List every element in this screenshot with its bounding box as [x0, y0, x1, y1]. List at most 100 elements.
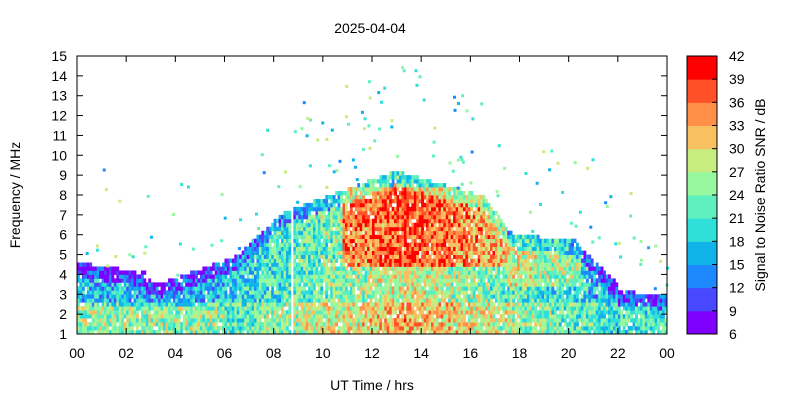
heatmap-cell [145, 294, 149, 299]
heatmap-cell [111, 314, 115, 319]
heatmap-cell [391, 306, 395, 311]
heatmap-cell [101, 322, 105, 327]
heatmap-cell [379, 294, 383, 299]
heatmap-cell [529, 242, 533, 248]
heatmap-cell [340, 195, 343, 200]
heatmap-cell [283, 278, 287, 283]
heatmap-cell [320, 290, 324, 295]
heatmap-cell [502, 254, 506, 259]
heatmap-cell [431, 294, 434, 299]
heatmap-cell [244, 294, 248, 299]
heatmap-cell [91, 278, 95, 283]
heatmap-cell [271, 246, 275, 251]
heatmap-cell [448, 322, 452, 327]
heatmap-cell [374, 246, 378, 251]
heatmap-cell [281, 306, 284, 311]
heatmap-cell [258, 262, 262, 267]
heatmap-cell [440, 234, 444, 240]
heatmap-cell [512, 246, 515, 251]
heatmap-cell [514, 262, 518, 267]
heatmap-cell [362, 262, 366, 267]
heatmap-cell [443, 191, 447, 196]
heatmap-cell [317, 226, 321, 232]
heatmap-cell [192, 318, 196, 323]
heatmap-cell [529, 298, 533, 303]
heatmap-cell [416, 250, 420, 255]
heatmap-cell [313, 274, 316, 279]
heatmap-cell [536, 250, 540, 255]
heatmap-cell [423, 246, 427, 251]
heatmap-cell [406, 282, 410, 287]
heatmap-cell [372, 250, 375, 255]
heatmap-cell [305, 298, 309, 303]
heatmap-cell [94, 322, 98, 327]
heatmap-cell [249, 250, 252, 255]
heatmap-cell [372, 246, 375, 251]
heatmap-cell [490, 222, 493, 228]
heatmap-cell [276, 302, 279, 307]
heatmap-cell [431, 206, 434, 212]
heatmap-cell [480, 274, 484, 279]
heatmap-cell [256, 282, 260, 287]
heatmap-cell [381, 230, 385, 236]
heatmap-cell [271, 254, 275, 259]
heatmap-cell [406, 294, 410, 299]
heatmap-cell [266, 322, 270, 327]
heatmap-cell [544, 330, 547, 335]
heatmap-cell [332, 330, 336, 335]
heatmap-cell [276, 262, 279, 267]
heatmap-cell [490, 230, 493, 236]
heatmap-cell [431, 234, 434, 240]
heatmap-cell [104, 266, 107, 271]
heatmap-cell [384, 238, 388, 244]
heatmap-cell [421, 206, 425, 212]
heatmap-cell [349, 302, 353, 307]
heatmap-cell [89, 330, 93, 335]
heatmap-cell [440, 258, 444, 263]
heatmap-cell [325, 206, 329, 212]
heatmap-cell [325, 274, 329, 279]
heatmap-cell [386, 278, 390, 283]
heatmap-cell [411, 298, 415, 303]
heatmap-cell [133, 330, 137, 335]
heatmap-cell [197, 302, 201, 307]
heatmap-cell [89, 290, 93, 295]
heatmap-cell [342, 318, 346, 323]
heatmap-cell [408, 218, 412, 224]
heatmap-cell [399, 278, 402, 283]
heatmap-cell [300, 326, 304, 331]
heatmap-cell [423, 214, 427, 220]
heatmap-cell [526, 250, 530, 255]
heatmap-cell [268, 230, 272, 236]
heatmap-cell [362, 222, 366, 228]
heatmap-cell [544, 310, 547, 315]
heatmap-cell [403, 206, 407, 212]
heatmap-cell [376, 326, 380, 331]
heatmap-cell [330, 230, 334, 236]
heatmap-cell [391, 294, 395, 299]
heatmap-cell [84, 278, 88, 283]
heatmap-cell [337, 191, 341, 196]
heatmap-cell [315, 330, 319, 335]
heatmap-cell [234, 282, 238, 287]
heatmap-cell [440, 282, 444, 287]
heatmap-cell [99, 310, 102, 315]
heatmap-cell [376, 262, 380, 267]
heatmap-cell [167, 306, 171, 311]
heatmap-cell [418, 195, 422, 200]
heatmap-cell [396, 306, 400, 311]
heatmap-cell [313, 226, 316, 232]
heatmap-cell [374, 226, 378, 232]
heatmap-cell [111, 286, 115, 291]
heatmap-cell [472, 234, 476, 240]
heatmap-cell [298, 298, 302, 303]
heatmap-cell [217, 310, 220, 315]
heatmap-cell [381, 262, 385, 267]
heatmap-cell [364, 290, 368, 295]
heatmap-cell [288, 246, 292, 251]
heatmap-cell [271, 302, 275, 307]
heatmap-cell [278, 322, 282, 327]
heatmap-cell [487, 270, 491, 275]
heatmap-cell [502, 278, 506, 283]
heatmap-cell [254, 270, 257, 275]
